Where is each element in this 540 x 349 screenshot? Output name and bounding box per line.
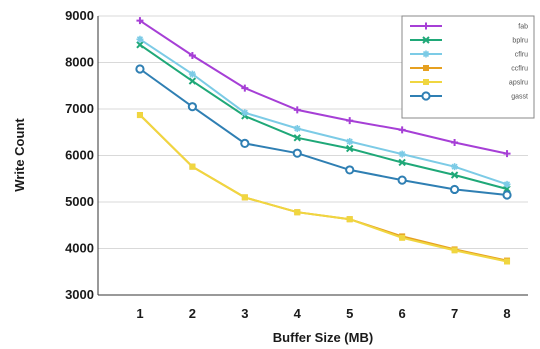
y-axis-title: Write Count xyxy=(12,118,27,192)
data-point xyxy=(423,65,429,71)
data-point xyxy=(293,106,301,114)
legend-entry-gasst: gasst xyxy=(410,91,528,101)
data-point xyxy=(503,180,511,188)
data-point xyxy=(346,216,353,223)
series-line xyxy=(139,19,508,155)
data-point xyxy=(422,50,430,58)
data-point xyxy=(503,150,511,158)
data-point xyxy=(188,77,197,85)
series-apslru xyxy=(136,112,511,265)
data-point xyxy=(421,91,431,101)
data-point xyxy=(189,163,196,170)
series-lines xyxy=(135,17,512,265)
data-point xyxy=(450,171,459,179)
data-point xyxy=(449,184,460,195)
data-point xyxy=(293,125,301,133)
legend-label: apslru xyxy=(509,80,528,87)
y-tick-label: 5000 xyxy=(65,194,94,209)
x-tick-label: 7 xyxy=(451,306,458,321)
x-tick-label: 6 xyxy=(399,306,406,321)
data-point xyxy=(241,84,249,92)
x-tick-label: 2 xyxy=(189,306,196,321)
data-point xyxy=(345,165,355,175)
data-point xyxy=(398,126,406,134)
data-point xyxy=(346,138,354,146)
y-tick-labels: 3000 4000 5000 6000 7000 8000 9000 xyxy=(65,8,94,302)
series-line xyxy=(139,114,508,263)
data-point xyxy=(294,209,301,216)
data-point xyxy=(451,138,459,146)
data-point xyxy=(240,138,250,149)
y-tick-label: 7000 xyxy=(65,101,94,116)
legend-entry-bplru: bplru xyxy=(410,36,528,45)
legend-label: gasst xyxy=(511,94,528,101)
y-tick-label: 4000 xyxy=(65,241,94,256)
legend-label: ccflru xyxy=(511,66,528,73)
data-point xyxy=(241,109,249,117)
data-point xyxy=(422,36,430,44)
data-point xyxy=(422,22,430,30)
legend-label: cflru xyxy=(515,52,528,59)
data-point xyxy=(187,102,197,112)
data-point xyxy=(188,52,196,60)
data-point xyxy=(398,158,406,167)
series-line xyxy=(139,38,508,186)
data-point xyxy=(188,70,196,78)
data-point xyxy=(397,175,407,185)
legend: fab bplru cflru ccflru apslru gasst xyxy=(401,15,535,119)
y-tick-label: 3000 xyxy=(65,287,94,302)
data-point xyxy=(451,163,459,171)
legend-entry-fab: fab xyxy=(410,22,528,31)
data-point xyxy=(345,144,354,153)
data-point xyxy=(136,35,144,43)
legend-entry-cflru: cflru xyxy=(410,50,528,59)
data-point xyxy=(399,234,406,241)
x-tick-label: 3 xyxy=(241,306,248,321)
series-gasst xyxy=(135,64,512,200)
data-point xyxy=(423,79,429,85)
series-line xyxy=(139,68,508,196)
x-tick-label: 5 xyxy=(346,306,353,321)
data-point xyxy=(451,247,458,254)
legend-label: fab xyxy=(518,24,528,31)
x-tick-label: 8 xyxy=(503,306,510,321)
series-fab xyxy=(136,17,511,158)
data-point xyxy=(293,134,301,142)
legend-entry-ccflru: ccflru xyxy=(410,65,528,73)
data-point xyxy=(136,41,144,49)
series-line xyxy=(139,43,508,190)
y-tick-label: 9000 xyxy=(65,8,94,23)
data-point xyxy=(136,17,144,25)
data-point xyxy=(135,64,145,74)
x-tick-label: 4 xyxy=(294,306,302,321)
data-point xyxy=(136,112,143,119)
series-cflru xyxy=(136,35,511,188)
data-point xyxy=(504,258,511,265)
x-axis-title: Buffer Size (MB) xyxy=(273,330,373,345)
data-point xyxy=(502,190,512,200)
y-tick-label: 6000 xyxy=(65,148,94,163)
y-tick-label: 8000 xyxy=(65,55,94,70)
data-point xyxy=(398,150,406,158)
legend-entry-apslru: apslru xyxy=(410,79,528,87)
data-point xyxy=(292,148,302,158)
x-tick-labels: 1 2 3 4 5 6 7 8 xyxy=(136,306,510,321)
x-tick-label: 1 xyxy=(136,306,143,321)
legend-label: bplru xyxy=(512,38,528,45)
data-point xyxy=(241,194,248,201)
data-point xyxy=(346,117,354,125)
